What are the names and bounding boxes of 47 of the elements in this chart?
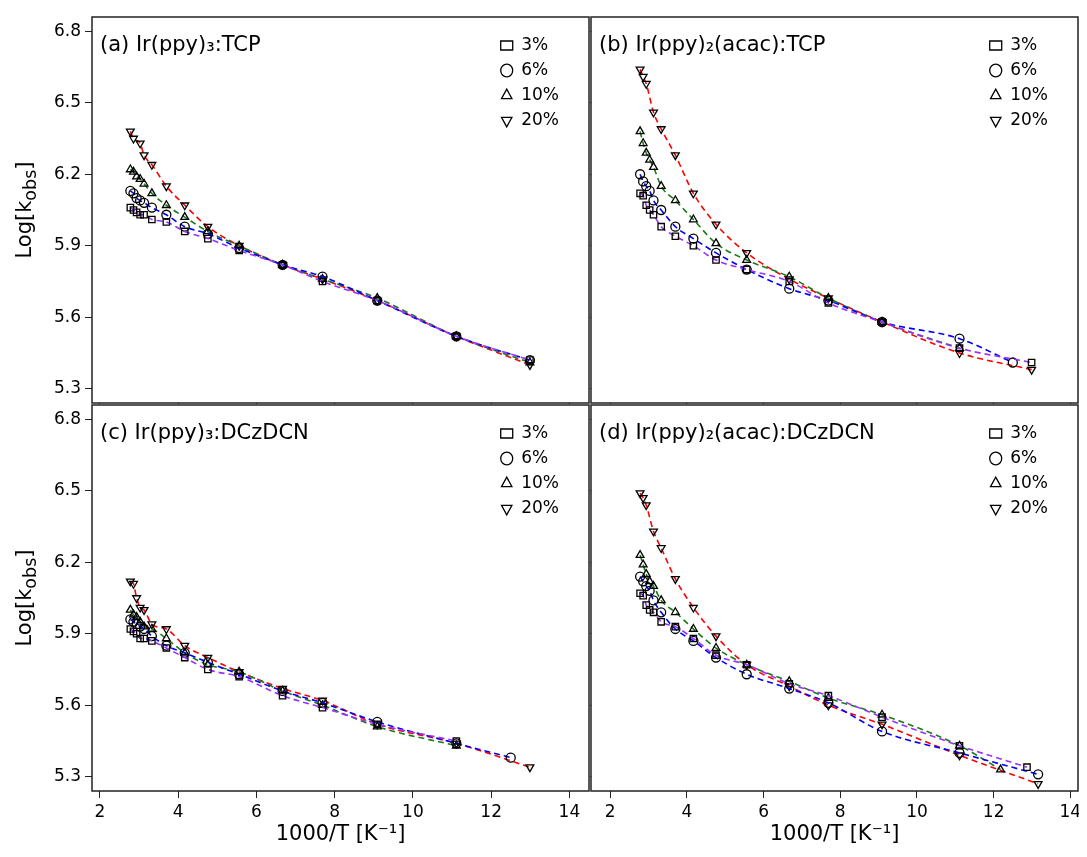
y-tick-label: 6.5 <box>53 479 81 500</box>
y-tick-label: 6.5 <box>53 91 81 112</box>
legend-label: 20% <box>521 496 560 517</box>
x-tick-label: 6 <box>758 800 769 821</box>
legend-label: 10% <box>1010 83 1049 104</box>
x-tick-label: 14 <box>558 800 581 821</box>
legend-label: 3% <box>1010 33 1038 54</box>
legend-label: 6% <box>521 446 549 467</box>
y-tick-label: 6.2 <box>53 550 81 571</box>
x-tick-label: 12 <box>480 800 502 821</box>
text: (a) Ir(ppy)₃:TCP <box>100 32 261 56</box>
legend-label: 6% <box>1010 446 1038 467</box>
y-tick-label: 5.6 <box>53 693 81 714</box>
x-axis-title: 1000/T [K⁻¹] <box>769 821 900 845</box>
y-tick-label: 6.2 <box>53 162 81 183</box>
x-tick-label: 4 <box>172 800 184 821</box>
y-tick-label: 5.3 <box>53 377 81 398</box>
legend-label: 3% <box>521 421 549 442</box>
legend-label: 20% <box>1010 496 1049 517</box>
x-tick-label: 2 <box>94 800 106 821</box>
x-axis-title: 1000/T [K⁻¹] <box>275 821 406 845</box>
y-tick-label: 5.6 <box>53 305 81 326</box>
x-tick-label: 4 <box>681 800 693 821</box>
legend-label: 20% <box>1010 108 1049 129</box>
legend-label: 10% <box>521 471 560 492</box>
x-tick-label: 8 <box>834 800 846 821</box>
x-tick-label: 10 <box>402 800 424 821</box>
y-tick-label: 5.9 <box>53 622 81 643</box>
legend-label: 20% <box>521 108 560 129</box>
y-tick-label: 6.8 <box>53 407 81 428</box>
text: (c) Ir(ppy)₃:DCzDCN <box>100 420 309 444</box>
y-tick-label: 6.8 <box>53 19 81 40</box>
legend-label: 3% <box>521 33 549 54</box>
y-tick-label: 5.9 <box>53 234 81 255</box>
legend-label: 10% <box>521 83 560 104</box>
x-tick-label: 12 <box>982 800 1005 821</box>
x-tick-label: 2 <box>604 800 616 821</box>
legend-label: 6% <box>1010 58 1038 79</box>
text: (b) Ir(ppy)₂(acac):TCP <box>599 32 826 56</box>
legend-label: 6% <box>521 58 549 79</box>
text: (d) Ir(ppy)₂(acac):DCzDCN <box>599 420 875 444</box>
x-tick-label: 10 <box>906 800 928 821</box>
legend-label: 3% <box>1010 421 1038 442</box>
legend-label: 10% <box>1010 471 1049 492</box>
x-tick-label: 6 <box>250 800 262 821</box>
y-tick-label: 5.3 <box>53 765 81 786</box>
x-tick-label: 8 <box>329 800 341 821</box>
